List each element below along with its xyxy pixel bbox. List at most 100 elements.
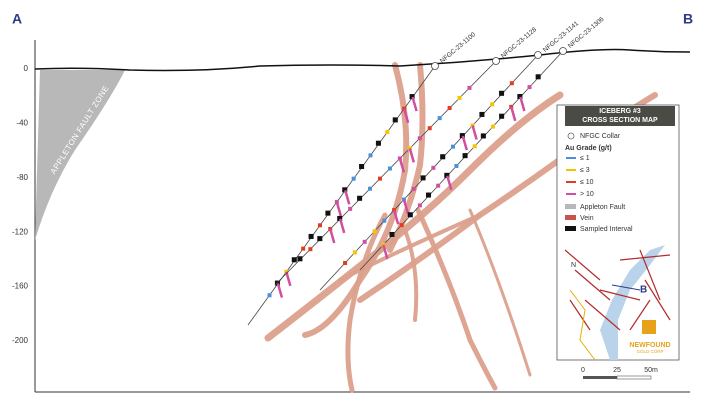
sample-interval: [457, 95, 462, 100]
inset-point: B: [640, 285, 647, 296]
sample-interval: [382, 218, 387, 223]
sampled-block: [480, 133, 486, 139]
sampled-block: [444, 172, 450, 178]
grade-bar: [392, 209, 400, 225]
grade-bar: [402, 108, 410, 124]
sample-interval: [467, 85, 472, 90]
sampled-block: [426, 192, 432, 198]
legend: ICEBERG #3 CROSS SECTION MAP NFGC Collar…: [556, 104, 680, 361]
sampled-block: [392, 117, 398, 123]
scale-label: 50m: [644, 367, 658, 374]
grade-bar: [411, 96, 418, 112]
inset-map: N B NEWFOUND GOLD CORP: [564, 245, 671, 361]
collar-symbol: [567, 132, 575, 140]
sampled-block: [479, 111, 485, 117]
fault-swatch: [565, 204, 576, 209]
legend-item: ≤ 10: [580, 179, 594, 186]
sample-interval: [450, 144, 455, 149]
section-start: A: [12, 11, 22, 27]
scale-label: 25: [613, 367, 621, 374]
grade-bar: [276, 283, 284, 298]
grade-bar: [402, 199, 410, 214]
sample-interval: [351, 176, 356, 181]
topography: [34, 48, 691, 72]
sampled-block: [499, 113, 505, 119]
sample-interval: [343, 260, 348, 265]
interval-swatch: [565, 226, 576, 231]
depth-label: -160: [12, 282, 29, 291]
sampled-block: [409, 94, 415, 100]
sampled-block: [375, 140, 381, 146]
legend-item: Sampled Interval: [580, 226, 633, 233]
sample-interval: [447, 106, 452, 111]
sample-interval: [472, 144, 477, 149]
scale-label: 0: [581, 367, 585, 374]
sampled-block: [535, 74, 541, 80]
sampled-block: [440, 154, 446, 160]
sample-interval: [301, 246, 306, 251]
sample-interval: [267, 293, 272, 298]
sample-interval: [308, 247, 313, 252]
legend-item: Appleton Fault: [580, 204, 625, 211]
sampled-block: [462, 153, 468, 159]
sample-interval: [509, 81, 514, 86]
legend-item: ≤ 3: [580, 167, 590, 174]
scale-bar: 0 25 50m: [581, 367, 658, 380]
sample-interval: [377, 176, 382, 181]
sample-interval: [490, 102, 495, 107]
depth-label: -40: [16, 119, 28, 128]
sample-interval: [454, 163, 459, 168]
legend-item: NFGC Collar: [580, 133, 621, 140]
sample-interval: [352, 250, 357, 255]
sample-interval: [411, 186, 416, 191]
logo-text: NEWFOUND: [629, 342, 670, 349]
sample-interval: [431, 165, 436, 170]
logo-subtext: GOLD CORP: [636, 349, 663, 354]
sampled-block: [308, 233, 314, 239]
sampled-block: [459, 133, 465, 139]
logo-icon: [642, 320, 656, 334]
legend-heading: Au Grade (g/t): [565, 145, 612, 152]
sample-interval: [317, 223, 322, 228]
legend-item: > 10: [580, 191, 594, 198]
sampled-block: [325, 210, 331, 216]
depth-label: 0: [24, 64, 29, 73]
grade-bar: [285, 271, 292, 287]
grade-bar: [335, 201, 343, 217]
collar: [431, 62, 439, 70]
sampled-block: [297, 256, 303, 262]
legend-item: ≤ 1: [580, 155, 590, 162]
sampled-block: [407, 212, 413, 218]
sample-interval: [368, 186, 373, 191]
depth-label: -80: [16, 173, 28, 182]
sampled-block: [359, 164, 365, 170]
grade-bar: [329, 228, 336, 244]
sample-interval: [437, 116, 442, 121]
sample-interval: [372, 229, 377, 234]
sampled-block: [291, 257, 297, 263]
sample-interval: [427, 126, 432, 131]
fault-zone: [35, 70, 125, 240]
sample-interval: [490, 124, 495, 129]
sampled-block: [357, 195, 363, 201]
depth-label: -120: [12, 227, 29, 236]
grade-bar: [338, 218, 346, 234]
collar: [534, 51, 542, 59]
sampled-block: [342, 187, 348, 193]
grade-bar: [382, 244, 389, 260]
legend-title: CROSS SECTION MAP: [582, 117, 658, 124]
depth-label: -200: [12, 336, 29, 345]
sample-interval: [417, 203, 422, 208]
north-arrow: N: [571, 262, 576, 269]
grade-bar: [510, 106, 517, 122]
vein-swatch: [565, 215, 576, 220]
sample-interval: [348, 206, 353, 211]
collar: [559, 47, 567, 55]
sampled-block: [389, 231, 395, 237]
sampled-block: [420, 175, 426, 181]
sample-interval: [385, 130, 390, 135]
sample-interval: [527, 85, 532, 90]
collar: [492, 57, 500, 65]
sample-interval: [362, 239, 367, 244]
grade-bar: [408, 148, 416, 163]
